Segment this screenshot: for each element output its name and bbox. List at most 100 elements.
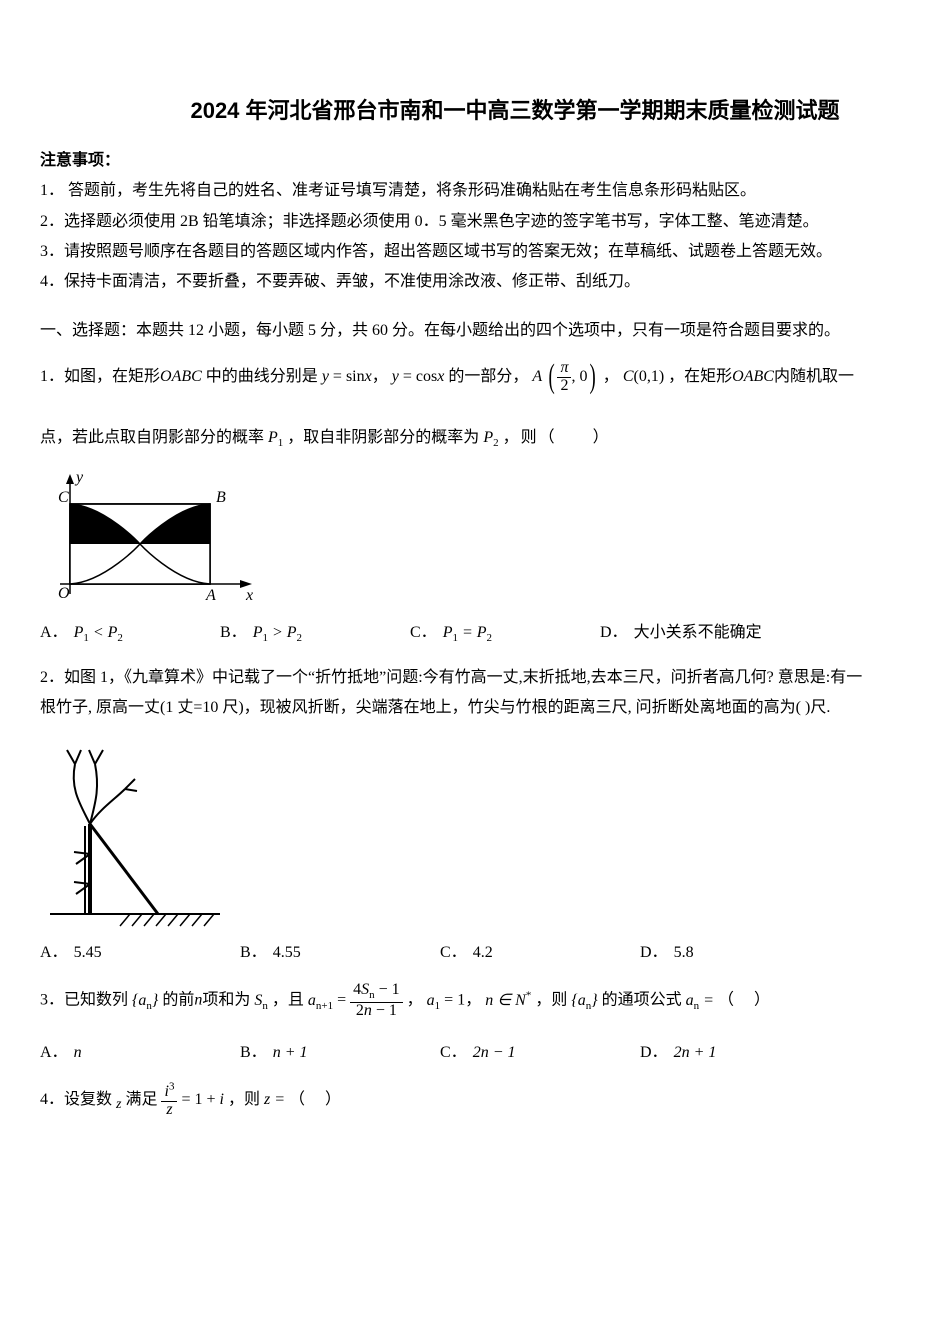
q3-frac-den: 2n − 1	[356, 1002, 397, 1019]
question-4: 4．设复数 z 满足 i3 z = 1 + i ，则 z = （ ）	[40, 1082, 950, 1119]
q4-num: i3	[164, 1083, 174, 1100]
q3-optB-val: n + 1	[273, 1038, 308, 1068]
q1-figure-svg: C B O A x y	[40, 464, 260, 614]
q3-option-B[interactable]: B． n + 1	[240, 1038, 440, 1068]
page-title: 2024 年河北省邢台市南和一中高三数学第一学期期末质量检测试题	[40, 90, 950, 132]
q1-C-val: (0,1)	[633, 368, 664, 385]
q1-pi-over-2: π2	[557, 360, 571, 395]
q1-option-B[interactable]: B． P1 > P2	[220, 618, 410, 649]
q3-line: 3．已知数列 {an} 的前n项和为 Sn ，且 an+1 = 4Sn − 1 …	[40, 982, 950, 1020]
q3-anp1-a: a	[308, 992, 316, 1009]
q4-line: 4．设复数 z 满足 i3 z = 1 + i ，则 z = （ ）	[40, 1082, 950, 1119]
q1-P2: P2	[483, 429, 498, 446]
q3-mid6: 的通项公式	[602, 992, 682, 1009]
question-1: 1．如图，在矩形OABC 中的曲线分别是 y = sinx， y = cosx …	[40, 360, 950, 649]
q3-option-D[interactable]: D． 2n + 1	[640, 1038, 716, 1068]
q1-optB-val: P1 > P2	[253, 618, 302, 649]
q2-option-D[interactable]: D． 5.8	[640, 938, 694, 968]
q3-optA-val: n	[74, 1038, 82, 1068]
q4-tail: （ ）	[289, 1091, 343, 1108]
q4-mid2: ，则	[228, 1091, 260, 1108]
q1-option-C[interactable]: C． P1 = P2	[410, 618, 600, 649]
q3-optD-val: 2n + 1	[674, 1038, 717, 1068]
q1-options: A． P1 < P2 B． P1 > P2 C． P1 = P2 D． 大小关系…	[40, 618, 950, 649]
opt-label-B3: B．	[240, 1038, 267, 1068]
q4-eq: = 1 +	[181, 1091, 219, 1108]
q1-eq2b: = cos	[399, 368, 437, 385]
svg-text:B: B	[216, 489, 226, 506]
q1-optD-val: 大小关系不能确定	[634, 618, 762, 648]
q1-option-A[interactable]: A． P1 < P2	[40, 618, 220, 649]
q1-P1-P: P	[268, 429, 278, 446]
q3-frac: 4Sn − 1 2n − 1	[350, 982, 403, 1020]
q3-anp1-sub: n+1	[316, 1000, 333, 1012]
q3-option-A[interactable]: A． n	[40, 1038, 240, 1068]
q3-mid3: ，且	[272, 992, 304, 1009]
q1-pre: 1．如图，在矩形	[40, 368, 160, 385]
q3-Sn-n: n	[262, 1000, 268, 1012]
question-3: 3．已知数列 {an} 的前n项和为 Sn ，且 an+1 = 4Sn − 1 …	[40, 982, 950, 1068]
q2-optC-val: 4.2	[473, 938, 493, 968]
q1-zero: 0	[579, 368, 587, 385]
rparen-icon: )	[590, 360, 596, 394]
q2-option-A[interactable]: A． 5.45	[40, 938, 240, 968]
opt-label-C2: C．	[440, 938, 467, 968]
notice-line-4: 4．保持卡面清洁，不要折叠，不要弄破、弄皱，不准使用涂改液、修正带、刮纸刀。	[40, 267, 950, 297]
q1-line2a: 点，若此点取自阴影部分的概率	[40, 429, 264, 446]
opt-label-A2: A．	[40, 938, 68, 968]
q3-a1eq: = 1，	[440, 992, 481, 1009]
q4-cube: 3	[169, 1081, 175, 1093]
q3-aneq: an =	[686, 992, 718, 1009]
lparen-icon: (	[549, 360, 555, 394]
q3-frac-num: 4Sn − 1	[353, 981, 400, 998]
notice-block: 注意事项： 1． 答题前，考生先将自己的姓名、准考证号填写清楚，将条形码准确粘贴…	[40, 146, 950, 298]
opt-label-B: B．	[220, 618, 247, 648]
q1-line2b: ，取自非阴影部分的概率为	[287, 429, 479, 446]
q2-text2: 根竹子, 原高一丈(1 丈=10 尺)，现被风折断，尖端落在地上，竹尖与竹根的距…	[40, 693, 950, 723]
q4-mid1: 满足	[125, 1091, 157, 1108]
q3-eq: =	[337, 992, 350, 1009]
q1-mid2: 的一部分，	[448, 368, 528, 385]
opt-label-D3: D．	[640, 1038, 668, 1068]
svg-text:y: y	[74, 469, 84, 486]
opt-label-D: D．	[600, 618, 628, 648]
q2-option-B[interactable]: B． 4.55	[240, 938, 440, 968]
opt-label-A: A．	[40, 618, 68, 648]
q1-optA-val: P1 < P2	[74, 618, 123, 649]
q3-mid2: 项和为	[202, 992, 250, 1009]
q1-two: 2	[557, 378, 571, 395]
q1-line1: 1．如图，在矩形OABC 中的曲线分别是 y = sinx， y = cosx …	[40, 360, 950, 395]
q1-option-D[interactable]: D． 大小关系不能确定	[600, 618, 762, 648]
q1-C-label: C	[623, 368, 634, 385]
q1-comma1: ，	[372, 368, 388, 385]
q1-P1-sub: 1	[278, 437, 284, 449]
q1-A-label: A	[532, 368, 542, 385]
q2-option-C[interactable]: C． 4.2	[440, 938, 640, 968]
q2-figure	[40, 734, 950, 934]
q1-eq1a: y	[322, 368, 329, 385]
q3-a1-a: a	[427, 992, 435, 1009]
q4-pre: 4．设复数	[40, 1091, 112, 1108]
q3-an2-a: a	[578, 992, 586, 1009]
q4-frac: i3 z	[161, 1082, 177, 1119]
q1-mid4: 内随机取一	[774, 368, 854, 385]
q1-P1: P1	[268, 429, 283, 446]
q1-mid3: ，在矩形	[668, 368, 732, 385]
q3-anp1: an+1	[308, 992, 333, 1009]
q3-tail: （ ）	[718, 992, 772, 1009]
q3-mid1: 的前	[162, 992, 194, 1009]
svg-text:x: x	[245, 587, 253, 604]
q1-mid1: 中的曲线分别是	[206, 368, 322, 385]
q1-figure: C B O A x y	[40, 464, 950, 614]
q2-options: A． 5.45 B． 4.55 C． 4.2 D． 5.8	[40, 938, 950, 968]
opt-label-D2: D．	[640, 938, 668, 968]
q3-Sn: Sn	[254, 992, 268, 1009]
opt-label-A3: A．	[40, 1038, 68, 1068]
q4-i-right: i	[219, 1091, 223, 1108]
q1-comma2: ，	[603, 368, 619, 385]
q1-line2c: ，则（ ）	[503, 429, 611, 446]
q3-an2: {an}	[571, 992, 597, 1009]
q3-nin: n ∈ N*	[485, 992, 531, 1009]
q2-text1: 2．如图 1，《九章算术》中记载了一个“折竹抵地”问题:今有竹高一丈,末折抵地,…	[40, 663, 950, 693]
q3-option-C[interactable]: C． 2n − 1	[440, 1038, 640, 1068]
